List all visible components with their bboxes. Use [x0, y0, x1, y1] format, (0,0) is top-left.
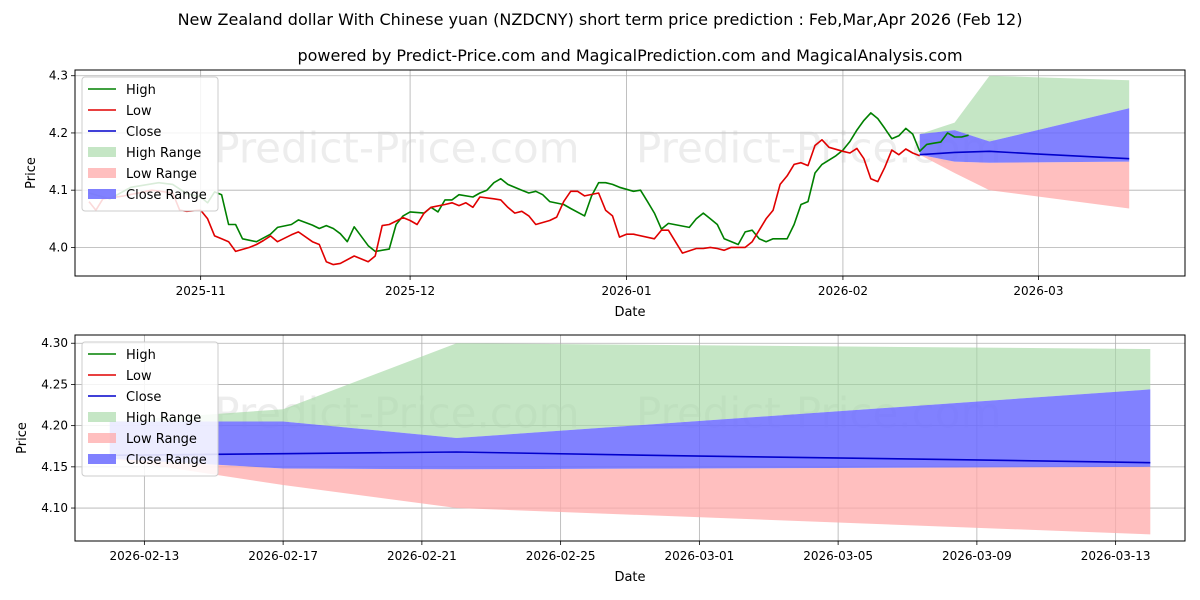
- watermark: Predict-Price.com: [214, 124, 579, 173]
- legend-close-range-label: Close Range: [126, 453, 207, 468]
- high-line: [88, 112, 969, 253]
- y-tick-label: 4.2: [49, 126, 68, 140]
- x-tick-label: 2026-03-05: [803, 549, 873, 563]
- chart-title: New Zealand dollar With Chinese yuan (NZ…: [178, 10, 1023, 29]
- x-tick-label: 2026-01: [601, 284, 651, 298]
- legend: High Low Close High Range Low Range Close Ran…: [81, 341, 219, 477]
- close-range-band: [919, 108, 1130, 163]
- x-axis-label: Date: [614, 570, 645, 585]
- x-tick-label: 2026-03-01: [665, 549, 735, 563]
- legend-high-range-label: High Range: [126, 411, 201, 426]
- y-tick-label: 4.1: [49, 183, 68, 197]
- legend-low-label: Low: [126, 369, 152, 384]
- legend-low-range-swatch: [88, 168, 116, 178]
- high-range-band: [919, 75, 1130, 142]
- x-tick-label: 2026-03-09: [942, 549, 1012, 563]
- low-line: [88, 139, 920, 266]
- legend-close-range-swatch: [88, 189, 116, 199]
- high-range-band: [109, 343, 1151, 438]
- legend-high-range-swatch: [88, 412, 116, 422]
- close-range-band: [109, 389, 1151, 470]
- x-tick-label: 2026-03-13: [1081, 549, 1151, 563]
- close-line: [109, 451, 1151, 464]
- close-line: [919, 150, 1130, 160]
- y-tick-label: 4.10: [41, 501, 68, 515]
- y-axis-label: Price: [24, 157, 39, 189]
- low-range-band: [919, 154, 1130, 209]
- x-tick-label: 2026-02-17: [248, 549, 318, 563]
- y-tick-label: 4.20: [41, 419, 68, 433]
- legend-high-range-label: High Range: [126, 146, 201, 161]
- legend-low-range-label: Low Range: [126, 167, 197, 182]
- legend-low-range-label: Low Range: [126, 432, 197, 447]
- legend-high-label: High: [126, 83, 156, 98]
- y-tick-label: 4.3: [49, 69, 68, 83]
- legend-close-label: Close: [126, 125, 161, 140]
- legend-high-range-swatch: [88, 147, 116, 157]
- x-tick-label: 2025-12: [385, 284, 435, 298]
- y-axis-label: Price: [15, 422, 30, 454]
- y-tick-label: 4.25: [41, 377, 68, 391]
- legend-low-range-swatch: [88, 433, 116, 443]
- axes-frame: [74, 334, 1186, 542]
- axes-frame: [74, 69, 1186, 277]
- y-tick-label: 4.15: [41, 460, 68, 474]
- x-tick-label: 2026-03: [1013, 284, 1063, 298]
- x-tick-label: 2026-02: [818, 284, 868, 298]
- x-tick-label: 2026-02-13: [110, 549, 180, 563]
- plot-area: [109, 343, 1151, 535]
- legend-close-label: Close: [126, 390, 161, 405]
- legend-close-range-label: Close Range: [126, 188, 207, 203]
- x-tick-label: 2026-02-25: [526, 549, 596, 563]
- chart-subtitle: powered by Predict-Price.com and Magical…: [297, 46, 962, 65]
- legend-high-label: High: [126, 348, 156, 363]
- forecast-panel: 4.10 4.15 4.20 4.25 4.30 2026-02-13 2026-02-17…: [15, 334, 1186, 585]
- legend: High Low Close High Range Low Range Close Ran…: [81, 76, 219, 212]
- y-tick-label: 4.0: [49, 240, 68, 254]
- y-tick-label: 4.30: [41, 336, 68, 350]
- x-tick-label: 2025-11: [176, 284, 226, 298]
- x-axis-label: Date: [614, 305, 645, 320]
- history-panel: 4.0 4.1 4.2 4.3 2025-11 2025-12 2026-01 2026-02…: [24, 69, 1186, 320]
- low-range-band: [109, 458, 1151, 535]
- legend-low-label: Low: [126, 104, 152, 119]
- x-tick-label: 2026-02-21: [387, 549, 457, 563]
- plot-area: [88, 75, 1130, 266]
- legend-close-range-swatch: [88, 454, 116, 464]
